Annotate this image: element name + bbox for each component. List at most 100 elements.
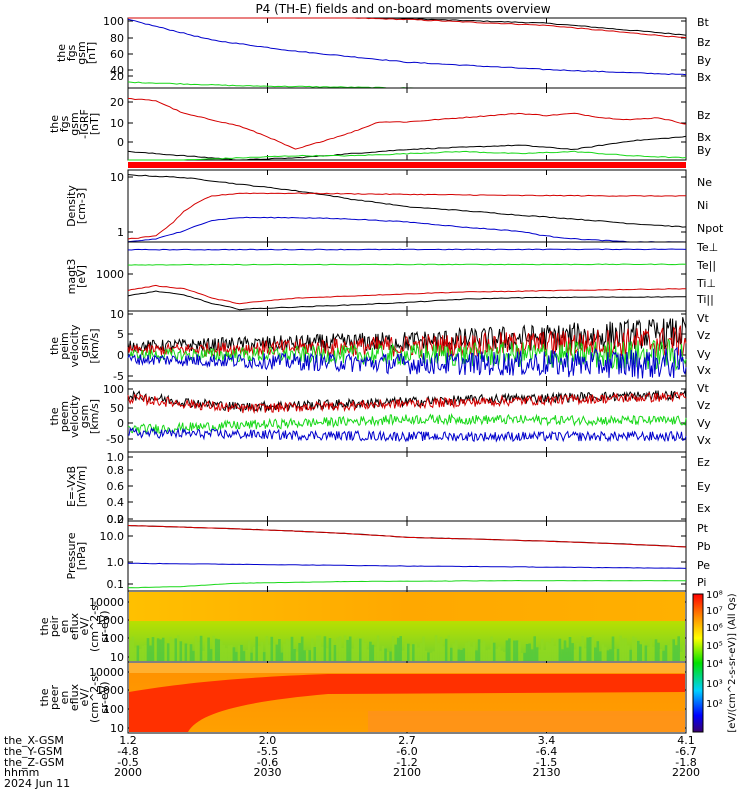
- heatmap-cell: [376, 635, 380, 661]
- heatmap-cell: [343, 635, 347, 661]
- heatmap-cell: [177, 635, 180, 661]
- colorbar-tick-label: 10⁶: [706, 623, 723, 634]
- heatmap-cell: [596, 641, 600, 661]
- heatmap-cell: [631, 636, 635, 661]
- heatmap-cell: [611, 636, 615, 661]
- series-By: [128, 150, 687, 161]
- series-Bx: [127, 18, 687, 76]
- series-Vx: [127, 346, 687, 379]
- y-axis-label: the: [48, 407, 61, 425]
- y-axis-label: the: [48, 115, 61, 133]
- heatmap-cell: [609, 649, 612, 661]
- heatmap-peer: [129, 663, 685, 732]
- panel-10: 10000 1000 100 10 thepeerenefluxeV/(cm^2-s-s…: [38, 661, 687, 735]
- y-axis-label: [eV]: [75, 265, 88, 288]
- x-tick-label: -0.5: [117, 756, 138, 769]
- x-tick-label: 2.0: [259, 734, 277, 747]
- x-tick-label: 2030: [254, 766, 282, 779]
- x-row-label: the_X-GSM: [4, 734, 64, 747]
- heatmap-cell: [672, 639, 675, 661]
- y-axis-label: eV/: [78, 617, 91, 635]
- legend-Vx: Vx: [697, 434, 712, 447]
- heatmap-cell: [457, 649, 461, 661]
- y-tick-label: 10: [110, 308, 124, 321]
- legend-Bx: Bx: [697, 71, 712, 84]
- x-tick-label: 4.1: [677, 734, 695, 747]
- series-Pi: [127, 579, 686, 589]
- heatmap-cell: [298, 643, 301, 661]
- y-axis-label: gsm: [78, 334, 91, 357]
- heatmap-cell: [576, 642, 579, 661]
- y-axis-label: [cm-3]: [75, 188, 88, 224]
- heatmap-cell: [240, 644, 243, 661]
- heatmap-cell: [295, 651, 299, 661]
- heatmap-cell: [460, 650, 463, 661]
- heatmap-cell: [480, 642, 483, 661]
- x-tick-label: -6.4: [536, 745, 557, 758]
- y-axis-label: the: [38, 617, 51, 635]
- legend-Bt: Bt: [697, 16, 710, 29]
- heatmap-cell: [492, 642, 496, 661]
- figure-title: P4 (TH-E) fields and on-board moments ov…: [255, 2, 550, 16]
- y-axis-label: the: [38, 688, 51, 706]
- heatmap-cell: [268, 644, 271, 661]
- heatmap-cell: [664, 645, 668, 661]
- heatmap-cell: [401, 650, 405, 661]
- heatmap-cell: [164, 643, 167, 661]
- y-tick-label: 10000: [89, 596, 124, 609]
- y-tick-label: 0.0: [107, 513, 125, 526]
- heatmap-cell: [323, 636, 327, 661]
- y-axis-label: peer: [48, 685, 61, 711]
- heatmap-cell: [351, 648, 354, 661]
- heatmap-cell: [447, 635, 450, 661]
- heatmap-cell: [452, 643, 456, 661]
- heatmap-cell: [589, 637, 592, 661]
- legend-Vz: Vz: [697, 399, 711, 412]
- heatmap-cell: [546, 641, 549, 661]
- legend-Ez: Ez: [697, 456, 710, 469]
- panel-3: 10 1 Density[cm-3] Ne Ni Npot: [65, 169, 724, 243]
- heatmap-cell: [154, 640, 157, 661]
- y-axis-label: Pressure: [65, 532, 78, 579]
- heatmap-cell: [629, 649, 632, 661]
- series-Pb: [127, 525, 687, 548]
- heatmap-cell: [209, 649, 213, 661]
- heatmap-cell: [586, 637, 589, 661]
- y-tick-label: 0: [117, 349, 124, 362]
- y-tick-label: 1: [117, 226, 124, 239]
- heatmap-cell: [573, 649, 577, 661]
- y-tick-label: 20: [110, 96, 124, 109]
- legend-Ne: Ne: [697, 176, 712, 189]
- panel-4: 1000 magt3[eV] Te⊥ Te|| Ti⊥ Ti||: [65, 241, 718, 312]
- y-axis-label: (cm^2-s-: [88, 601, 101, 652]
- y-axis-label: sr-eV): [98, 610, 111, 642]
- series-Ti||: [127, 263, 687, 266]
- heatmap-cell: [141, 645, 145, 661]
- y-tick-label: 100: [103, 383, 124, 396]
- heatmap-cell: [336, 637, 339, 661]
- heatmap-cell: [136, 645, 140, 661]
- legend-Te⊥: Te⊥: [696, 241, 718, 254]
- heatmap-peir: [129, 592, 686, 661]
- x-tick-label: 2130: [533, 766, 561, 779]
- heatmap-cell: [197, 641, 200, 661]
- y-tick-label: 1.0: [107, 556, 125, 569]
- heatmap-cell: [495, 648, 499, 661]
- heatmap-cell: [311, 638, 314, 661]
- heatmap-cell: [616, 648, 620, 661]
- x-tick-label: 2.7: [398, 734, 416, 747]
- heatmap-cell: [543, 650, 547, 661]
- y-tick-label: 10: [110, 117, 124, 130]
- heatmap-cell: [465, 642, 468, 661]
- heatmap-cell: [583, 648, 587, 661]
- heatmap-cell: [361, 637, 365, 661]
- y-tick-label: 0.8: [107, 464, 125, 477]
- panel-frame: [127, 87, 687, 161]
- y-tick-label: 0.1: [107, 578, 125, 591]
- y-tick-label: 100: [103, 15, 124, 28]
- heatmap-cell: [394, 644, 397, 661]
- heatmap-cell: [391, 636, 395, 661]
- legend-Bz: Bz: [697, 109, 711, 122]
- y-tick-label: 0: [117, 136, 124, 149]
- heatmap-cell: [149, 645, 152, 661]
